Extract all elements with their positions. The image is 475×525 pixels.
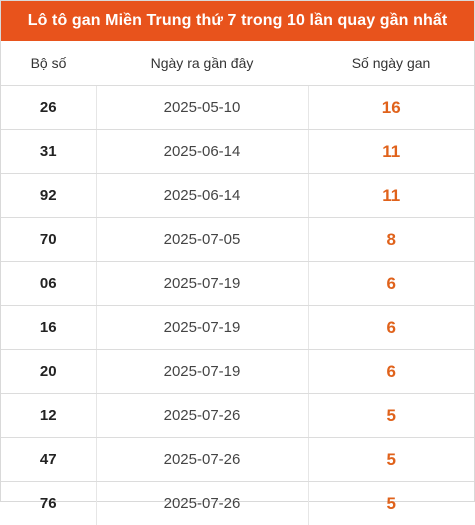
table-row: 76 2025-07-26 5 — [1, 482, 474, 525]
cell-gan: 16 — [308, 86, 474, 130]
table-row: 47 2025-07-26 5 — [1, 438, 474, 482]
cell-date: 2025-06-14 — [96, 130, 308, 174]
cell-number: 92 — [1, 174, 96, 218]
cell-number: 16 — [1, 306, 96, 350]
cell-gan: 11 — [308, 174, 474, 218]
table-row: 06 2025-07-19 6 — [1, 262, 474, 306]
table-row: 20 2025-07-19 6 — [1, 350, 474, 394]
cell-date: 2025-05-10 — [96, 86, 308, 130]
table-title: Lô tô gan Miền Trung thứ 7 trong 10 lần … — [1, 1, 474, 41]
header-number: Bộ số — [1, 41, 96, 86]
cell-number: 47 — [1, 438, 96, 482]
cell-date: 2025-07-19 — [96, 306, 308, 350]
cell-gan: 6 — [308, 306, 474, 350]
table-row: 26 2025-05-10 16 — [1, 86, 474, 130]
cell-gan: 6 — [308, 350, 474, 394]
table-row: 92 2025-06-14 11 — [1, 174, 474, 218]
table-row: 12 2025-07-26 5 — [1, 394, 474, 438]
cell-gan: 5 — [308, 482, 474, 525]
cell-date: 2025-07-19 — [96, 262, 308, 306]
cell-number: 06 — [1, 262, 96, 306]
cell-date: 2025-07-19 — [96, 350, 308, 394]
cell-number: 20 — [1, 350, 96, 394]
table-row: 31 2025-06-14 11 — [1, 130, 474, 174]
header-last-date: Ngày ra gần đây — [96, 41, 308, 86]
cell-number: 76 — [1, 482, 96, 525]
cell-gan: 5 — [308, 438, 474, 482]
cell-number: 12 — [1, 394, 96, 438]
table-row: 70 2025-07-05 8 — [1, 218, 474, 262]
lo-gan-table-card: Lô tô gan Miền Trung thứ 7 trong 10 lần … — [0, 0, 475, 502]
cell-gan: 8 — [308, 218, 474, 262]
table-header-row: Bộ số Ngày ra gần đây Số ngày gan — [1, 41, 474, 86]
cell-gan: 5 — [308, 394, 474, 438]
cell-date: 2025-07-26 — [96, 438, 308, 482]
cell-date: 2025-07-05 — [96, 218, 308, 262]
header-days-gap: Số ngày gan — [308, 41, 474, 86]
lo-gan-table: Bộ số Ngày ra gần đây Số ngày gan 26 202… — [1, 41, 474, 525]
table-row: 16 2025-07-19 6 — [1, 306, 474, 350]
cell-number: 26 — [1, 86, 96, 130]
cell-date: 2025-07-26 — [96, 482, 308, 525]
cell-number: 70 — [1, 218, 96, 262]
cell-date: 2025-07-26 — [96, 394, 308, 438]
cell-date: 2025-06-14 — [96, 174, 308, 218]
cell-number: 31 — [1, 130, 96, 174]
cell-gan: 6 — [308, 262, 474, 306]
cell-gan: 11 — [308, 130, 474, 174]
